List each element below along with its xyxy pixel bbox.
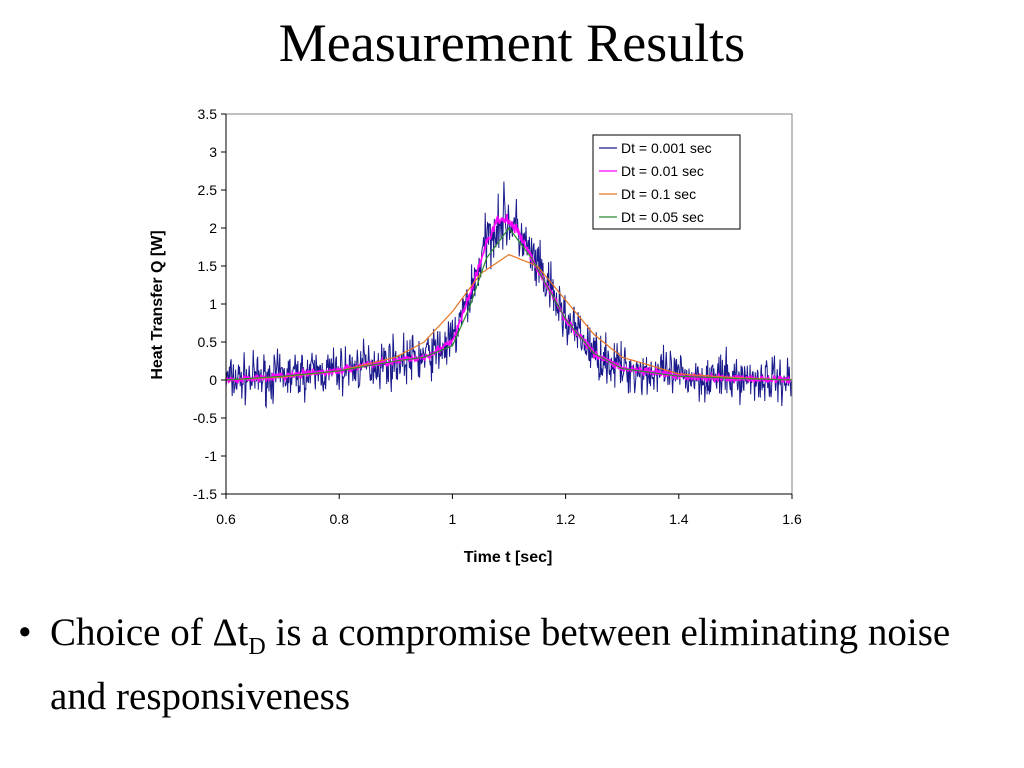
y-tick-label: 2 — [209, 220, 217, 236]
legend-entry: Dt = 0.001 sec — [621, 140, 712, 156]
x-tick-label: 1.2 — [556, 511, 576, 527]
bullet-text-post: is a compromise between eliminating nois… — [50, 611, 951, 718]
x-tick-label: 1.4 — [669, 511, 689, 527]
slide-title: Measurement Results — [278, 13, 746, 73]
axis-layer: 3.5 3 2.5 2 1.5 1 0.5 0 -0.5 -1 -1.5 0.6 0.8 1 1.2 1.4 1… — [193, 106, 802, 527]
x-tick-label: 1.6 — [782, 511, 802, 527]
y-axis-label: Heat Transfer Q [W] — [149, 230, 166, 379]
series-layer — [225, 181, 793, 409]
bullet-symbol: Δt — [212, 611, 249, 654]
y-tick-label: -1 — [205, 448, 218, 464]
x-axis-label: Time t [sec] — [464, 549, 553, 566]
series-line-4 — [225, 227, 793, 381]
heat-transfer-chart: 3.5 3 2.5 2 1.5 1 0.5 0 -0.5 -1 -1.5 0.6 0.8 1 1.2 1.4 1… — [149, 106, 802, 566]
x-tick-label: 0.6 — [216, 511, 236, 527]
y-tick-label: 0 — [209, 372, 217, 388]
legend: Dt = 0.001 sec Dt = 0.01 sec Dt = 0.1 sec D… — [592, 134, 741, 230]
y-tick-label: 2.5 — [198, 182, 218, 198]
y-tick-label: -0.5 — [193, 410, 217, 426]
bullet-marker: • — [18, 611, 32, 654]
y-tick-label: 1 — [209, 296, 217, 312]
bullet-subscript: D — [248, 633, 266, 660]
legend-entry: Dt = 0.05 sec — [621, 209, 704, 225]
y-tick-label: 0.5 — [198, 334, 218, 350]
y-tick-label: 1.5 — [198, 258, 218, 274]
legend-box — [592, 134, 741, 230]
legend-entry: Dt = 0.01 sec — [621, 163, 704, 179]
y-tick-label: -1.5 — [193, 486, 217, 502]
series-line-2 — [225, 213, 793, 385]
x-tick-label: 1 — [449, 511, 457, 527]
x-tick-label: 0.8 — [329, 511, 349, 527]
legend-entry: Dt = 0.1 sec — [621, 186, 696, 202]
y-tick-label: 3.5 — [198, 106, 218, 122]
bullet-text: Choice of ΔtD is a compromise between el… — [50, 608, 1010, 722]
y-tick-label: 3 — [209, 144, 217, 160]
bullet-text-pre: Choice of — [50, 611, 213, 654]
